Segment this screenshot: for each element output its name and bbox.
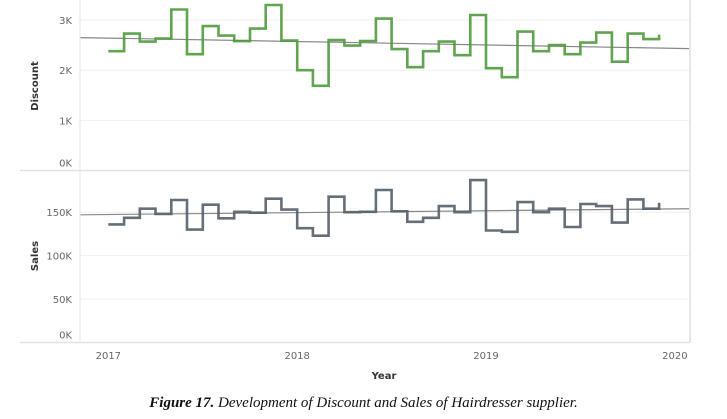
discount-axis-title: Discount (30, 61, 41, 111)
sales-axis-title: Sales (30, 241, 41, 271)
sales-panel-step-line (108, 178, 661, 237)
discount-panel-ytick-label: 0K (59, 159, 72, 170)
grid-layer (80, 19, 690, 300)
figure-caption-text: Development of Discount and Sales of Hai… (218, 395, 578, 411)
series-layer (108, 3, 661, 237)
x-axis-title: Year (371, 371, 397, 382)
figure-caption: Figure 17. Development of Discount and S… (0, 395, 727, 412)
discount-panel-ytick-label: 1K (59, 116, 72, 127)
trend-layer (79, 37, 691, 216)
sales-panel-trend-line (79, 208, 691, 216)
sales-panel-ytick-label: 150K (46, 208, 72, 219)
frame-layer (20, 0, 691, 344)
discount-panel-step-line (108, 3, 661, 88)
label-layer: Discount Sales Year 0K 1K 2K 3K 0K 50K 100K 150… (30, 16, 688, 382)
figure-label: Figure 17. (149, 395, 215, 411)
discount-panel-ytick-label: 3K (59, 16, 72, 27)
x-tick-label: 2017 (96, 351, 121, 362)
sales-panel-ytick-label: 100K (46, 252, 72, 263)
x-tick-label: 2018 (284, 351, 309, 362)
x-tick-label: 2019 (473, 351, 498, 362)
sales-panel-ytick-label: 0K (59, 331, 72, 342)
discount-panel-trend-line (79, 37, 691, 50)
x-tick-label: 2020 (662, 351, 687, 362)
discount-panel-ytick-label: 2K (59, 66, 72, 77)
sales-panel-ytick-label: 50K (53, 295, 73, 306)
